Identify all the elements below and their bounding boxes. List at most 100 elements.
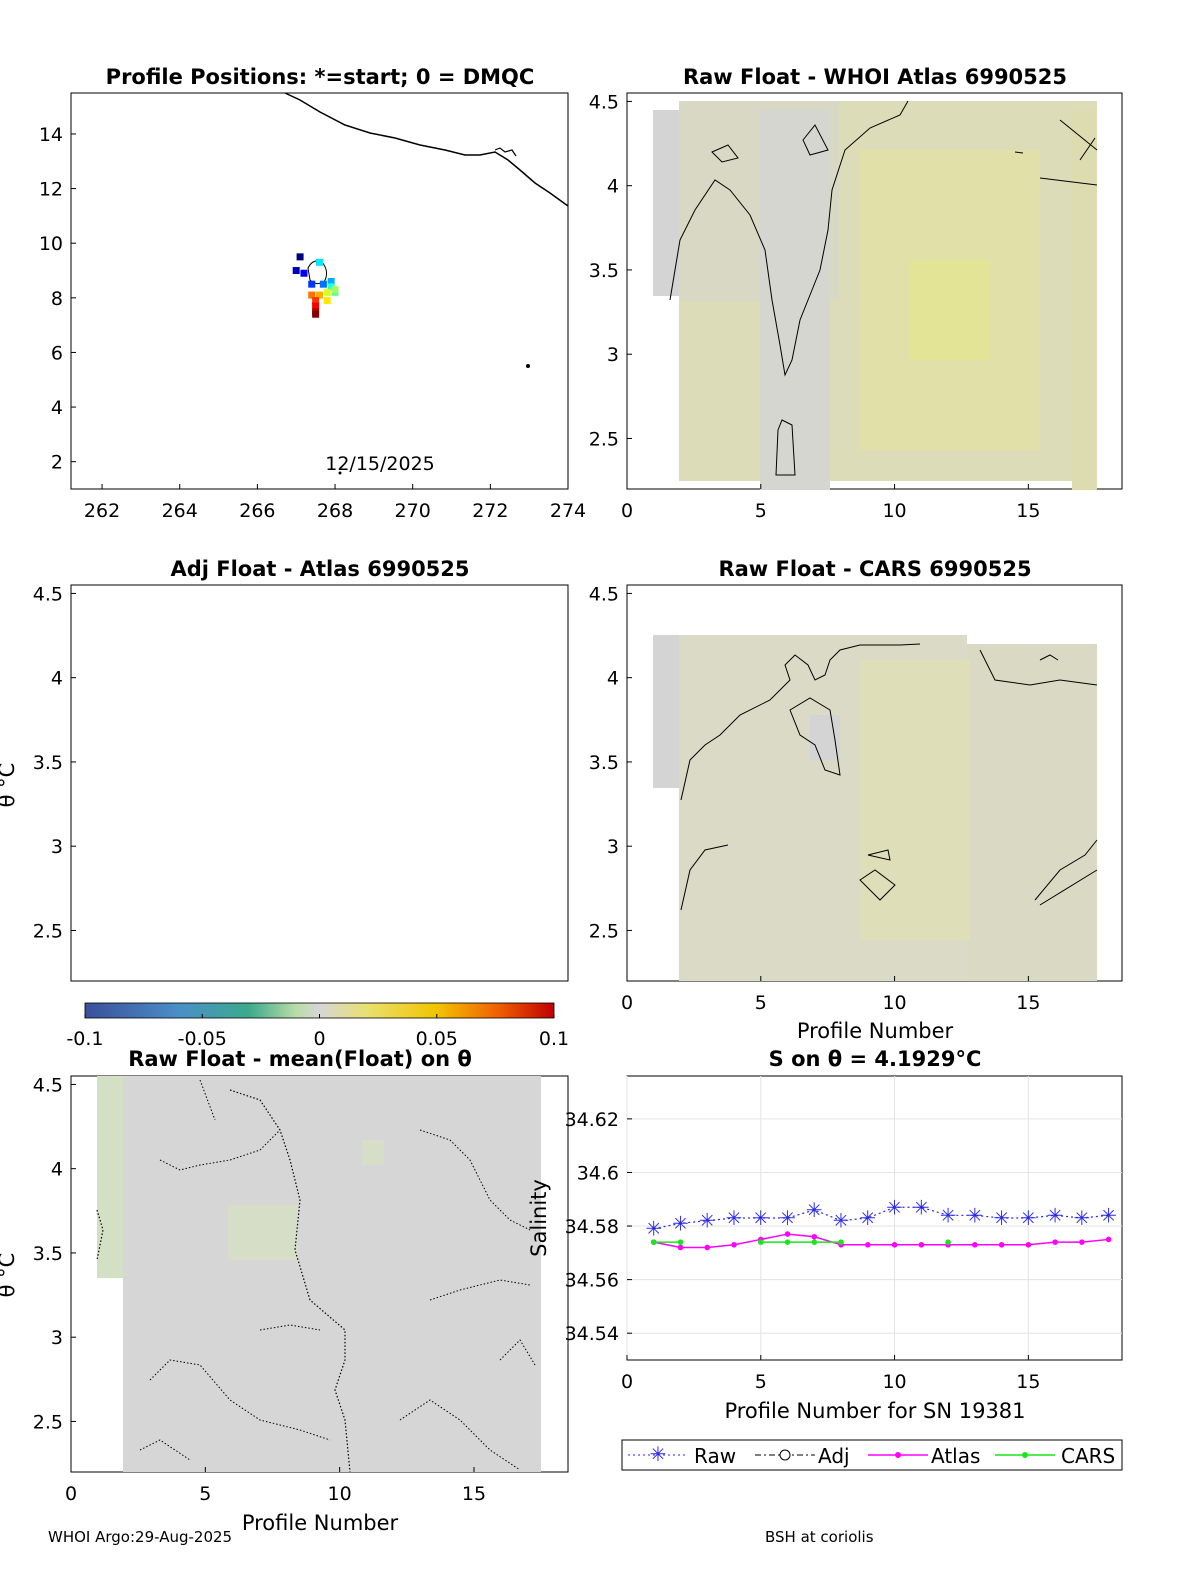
profile-marker — [316, 291, 323, 299]
raw-point: ✳ — [886, 1195, 903, 1219]
profile-marker — [327, 283, 335, 291]
coastline-islands — [494, 147, 517, 157]
legend-atlas-label: Atlas — [931, 1444, 980, 1468]
contour-line — [1014, 119, 1098, 186]
cars-point — [811, 1239, 818, 1245]
raw-point: ✳ — [752, 1206, 769, 1230]
x-tick-label: 274 — [550, 500, 586, 522]
y-tick-label: 34.62 — [565, 1109, 619, 1131]
atlas-point — [1079, 1239, 1085, 1245]
raw-cars-panel: Raw Float - CARS 6990525 0 5 10 15 2.5 3 3.5 4… — [589, 557, 1123, 1043]
island-dot-2 — [338, 471, 342, 475]
raw-cars-xticks: 0 5 10 15 — [621, 976, 1040, 1014]
x-tick-label: 268 — [317, 500, 353, 522]
heat-block — [1072, 110, 1097, 490]
x-tick-label: 10 — [882, 500, 906, 522]
y-tick-label: 4 — [51, 668, 63, 690]
contour-line — [680, 643, 921, 801]
salinity-panel: S on θ = 4.1929°C ✳ ✳ ✳ ✳ ✳ ✳ ✳ ✳ ✳ ✳ ✳ ✳ ✳ ✳ ✳ ✳ ✳ ✳ 0 5 1… — [527, 1047, 1123, 1471]
raw-point: ✳ — [993, 1206, 1010, 1230]
legend-raw-label: Raw — [694, 1444, 736, 1468]
raw-point: ✳ — [645, 1217, 662, 1241]
raw-point: ✳ — [726, 1206, 743, 1230]
y-tick-label: 2.5 — [589, 920, 619, 942]
salinity-title: S on θ = 4.1929°C — [769, 1047, 982, 1071]
profile-marker — [312, 310, 320, 318]
colorbar-tick-label: -0.05 — [178, 1028, 227, 1050]
atlas-point — [784, 1231, 791, 1237]
profile-marker — [312, 302, 320, 310]
y-tick-label: 3 — [607, 344, 619, 366]
raw-mean-panel: Raw Float - mean(Float) on θ 0 5 10 15 2.5 3… — [0, 1047, 569, 1535]
contour-line — [979, 649, 1098, 686]
x-tick-label: 5 — [199, 1483, 211, 1505]
atlas-point — [972, 1241, 978, 1248]
raw-mean-yticks: 2.5 3 3.5 4 4.5 — [33, 1074, 76, 1433]
raw-atlas-xticks: 0 5 10 15 — [621, 484, 1040, 522]
legend-cars-label: CARS — [1061, 1444, 1115, 1468]
y-tick-label: 3.5 — [589, 752, 619, 774]
positions-axes — [70, 92, 569, 490]
adj-atlas-ylabel: θ °C — [0, 763, 19, 808]
salinity-yticks: 34.54 34.56 34.58 34.6 34.62 — [565, 1109, 632, 1345]
island-dot — [526, 364, 530, 368]
coastline — [284, 92, 569, 207]
raw-mean-ylabel: θ °C — [0, 1253, 19, 1298]
heat-block — [228, 1205, 298, 1260]
raw-point: ✳ — [833, 1209, 850, 1233]
salinity-grid — [626, 1076, 1122, 1360]
x-tick-label: 15 — [462, 1483, 486, 1505]
y-tick-label: 4 — [51, 1159, 63, 1181]
adj-atlas-title: Adj Float - Atlas 6990525 — [170, 557, 469, 581]
profile-marker — [323, 297, 331, 305]
legend-raw-marker: ✳ — [650, 1442, 667, 1466]
profile-marker — [308, 280, 316, 288]
profile-marker — [312, 297, 320, 305]
x-tick-label: 270 — [395, 500, 431, 522]
heat-block — [860, 660, 970, 940]
y-tick-label: 34.58 — [565, 1216, 619, 1238]
raw-atlas-panel: Raw Float - WHOI Atlas 6990525 0 5 10 15 2.… — [589, 65, 1123, 522]
colorbar-tick-label: 0 — [313, 1028, 325, 1050]
x-tick-label: 15 — [1016, 500, 1040, 522]
y-tick-label: 4.5 — [589, 91, 619, 113]
salinity-ylabel: Salinity — [527, 1179, 551, 1257]
legend-adj-marker — [779, 1449, 791, 1461]
x-tick-label: 10 — [882, 992, 906, 1014]
legend-adj-label: Adj — [818, 1444, 850, 1468]
cars-point — [784, 1239, 791, 1245]
y-tick-label: 34.56 — [565, 1270, 619, 1292]
heat-block — [653, 110, 679, 296]
heat-block — [97, 1076, 123, 1278]
y-tick-label: 2.5 — [33, 1411, 63, 1433]
atlas-point — [998, 1241, 1005, 1248]
heat-block — [362, 1140, 384, 1165]
profile-marker — [296, 253, 304, 261]
cars-point — [677, 1239, 684, 1245]
x-tick-label: 15 — [1016, 1371, 1040, 1393]
contour-line — [680, 839, 1098, 911]
atlas-point — [677, 1244, 684, 1251]
x-tick-label: 10 — [328, 1483, 352, 1505]
y-tick-label: 12 — [39, 179, 63, 201]
y-tick-label: 4 — [51, 397, 63, 419]
cars-point — [838, 1239, 844, 1245]
cars-point — [757, 1239, 764, 1245]
x-tick-label: 10 — [882, 1371, 906, 1393]
profile-marker — [308, 291, 316, 299]
positions-title: Profile Positions: *=start; 0 = DMQC — [106, 65, 535, 89]
colorbar-tick-label: 0.1 — [539, 1028, 569, 1050]
raw-point: ✳ — [806, 1198, 823, 1222]
y-tick-label: 2.5 — [589, 428, 619, 450]
x-tick-label: 15 — [1016, 992, 1040, 1014]
x-tick-label: 0 — [65, 1483, 77, 1505]
salinity-series: ✳ ✳ ✳ ✳ ✳ ✳ ✳ ✳ ✳ ✳ ✳ ✳ ✳ ✳ ✳ ✳ ✳ ✳ — [645, 1195, 1117, 1251]
raw-point: ✳ — [913, 1195, 930, 1219]
raw-point: ✳ — [672, 1211, 689, 1235]
y-tick-label: 10 — [39, 233, 63, 255]
raw-mean-xticks: 0 5 10 15 — [65, 1467, 486, 1505]
raw-point: ✳ — [779, 1206, 796, 1230]
atlas-point — [1025, 1241, 1032, 1248]
positions-yticks: 2 4 6 8 10 12 14 — [39, 124, 76, 474]
atlas-point — [1052, 1239, 1058, 1245]
